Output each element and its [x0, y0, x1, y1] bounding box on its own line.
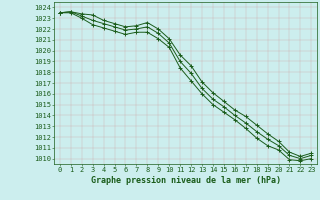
X-axis label: Graphe pression niveau de la mer (hPa): Graphe pression niveau de la mer (hPa): [91, 176, 281, 185]
